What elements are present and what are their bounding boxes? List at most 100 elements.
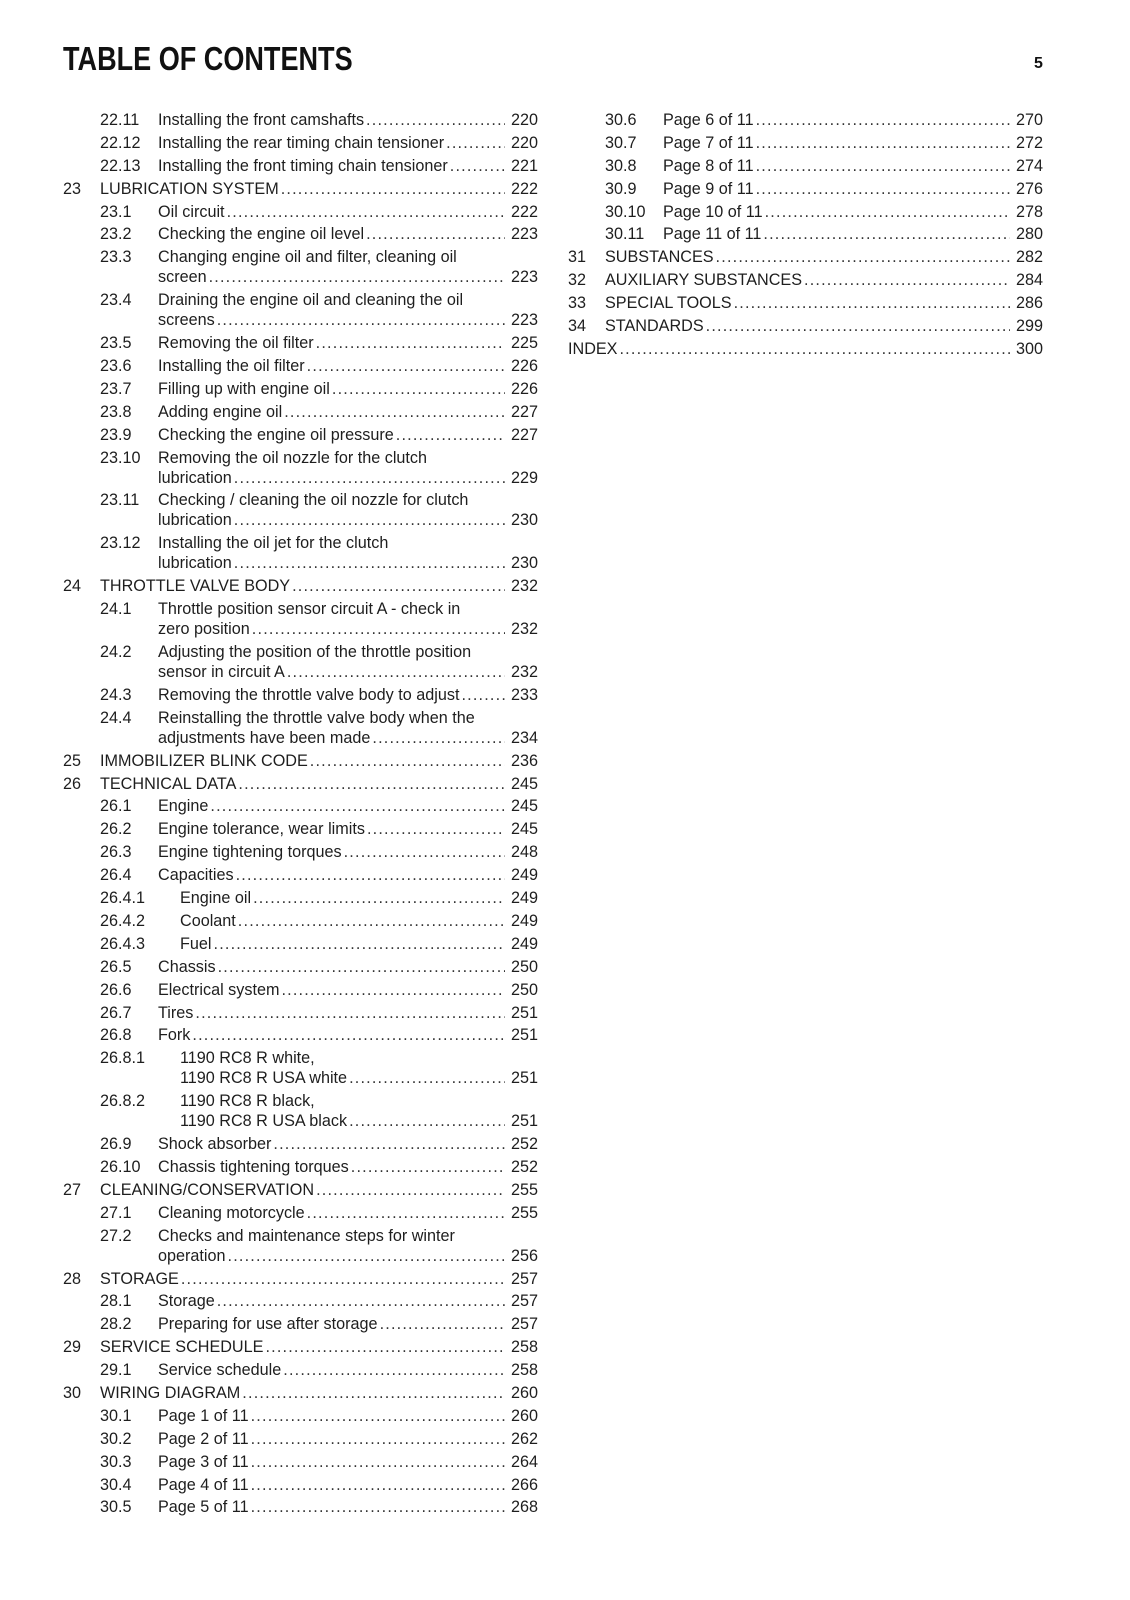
- toc-entry[interactable]: 23.4 Draining the engine oil and cleaning…: [63, 290, 538, 330]
- page-ref[interactable]: 251: [510, 1112, 538, 1131]
- page-ref[interactable]: 232: [510, 620, 538, 639]
- entry-title[interactable]: lubrication: [158, 468, 232, 487]
- entry-title[interactable]: Chassis: [158, 957, 216, 976]
- page-ref[interactable]: 272: [1015, 133, 1043, 152]
- page-ref[interactable]: 225: [510, 334, 538, 353]
- page-ref[interactable]: 276: [1015, 179, 1043, 198]
- page-ref[interactable]: 220: [510, 111, 538, 129]
- page-ref[interactable]: 232: [510, 663, 538, 682]
- page-ref[interactable]: 268: [510, 1498, 538, 1517]
- toc-entry[interactable]: 23.12 Installing the oil jet for the clut…: [63, 533, 538, 573]
- entry-title[interactable]: Engine tolerance, wear limits: [158, 820, 365, 839]
- entry-title[interactable]: Checking the engine oil level: [158, 225, 365, 244]
- entry-title[interactable]: Electrical system: [158, 980, 280, 999]
- toc-entry[interactable]: 29.1 Service schedule....................…: [63, 1360, 538, 1380]
- page-ref[interactable]: 249: [510, 911, 538, 930]
- toc-entry[interactable]: 28.2 Preparing for use after storage.....…: [63, 1314, 538, 1334]
- page-ref[interactable]: 258: [510, 1361, 538, 1380]
- entry-title[interactable]: STANDARDS: [605, 317, 704, 336]
- entry-title[interactable]: 1190 RC8 R USA white: [180, 1069, 348, 1088]
- entry-title[interactable]: Engine: [158, 797, 209, 816]
- page-ref[interactable]: 264: [510, 1452, 538, 1471]
- entry-title[interactable]: SERVICE SCHEDULE: [100, 1338, 264, 1357]
- toc-entry[interactable]: 30.9 Page 9 of 11........................…: [568, 179, 1043, 199]
- entry-title[interactable]: 1190 RC8 R white,: [180, 1049, 315, 1068]
- entry-title[interactable]: TECHNICAL DATA: [100, 774, 237, 793]
- toc-entry[interactable]: 26.10 Chassis tightening torques.........…: [63, 1157, 538, 1177]
- page-ref[interactable]: 252: [510, 1157, 538, 1176]
- toc-entry[interactable]: 22.13 Installing the front timing chain t…: [63, 156, 538, 176]
- toc-entry[interactable]: 22.12 Installing the rear timing chain te…: [63, 133, 538, 153]
- entry-title[interactable]: Throttle position sensor circuit A - che…: [158, 600, 461, 619]
- entry-title[interactable]: LUBRICATION SYSTEM: [100, 179, 279, 198]
- entry-title[interactable]: 1190 RC8 R black,: [180, 1092, 315, 1111]
- page-ref[interactable]: 255: [510, 1203, 538, 1222]
- page-ref[interactable]: 251: [510, 1026, 538, 1045]
- entry-title[interactable]: operation: [158, 1246, 226, 1265]
- entry-title[interactable]: Page 2 of 11: [158, 1429, 249, 1448]
- page-ref[interactable]: 260: [510, 1383, 538, 1402]
- entry-title[interactable]: Fork: [158, 1026, 191, 1045]
- toc-entry[interactable]: 24 THROTTLE VALVE BODY...................…: [63, 576, 538, 596]
- toc-entry[interactable]: 26.9 Shock absorber......................…: [63, 1134, 538, 1154]
- page-ref[interactable]: 234: [510, 728, 538, 747]
- entry-title[interactable]: Installing the front camshafts: [158, 111, 365, 129]
- page-ref[interactable]: 257: [510, 1315, 538, 1334]
- entry-title[interactable]: Adding engine oil: [158, 402, 283, 421]
- entry-title[interactable]: THROTTLE VALVE BODY: [100, 577, 291, 596]
- entry-title[interactable]: Oil circuit: [158, 202, 225, 221]
- toc-entry[interactable]: 23 LUBRICATION SYSTEM....................…: [63, 179, 538, 199]
- entry-title[interactable]: Fuel: [180, 934, 212, 953]
- entry-title[interactable]: AUXILIARY SUBSTANCES: [605, 271, 803, 290]
- page-ref[interactable]: 223: [510, 268, 538, 287]
- page-ref[interactable]: 250: [510, 980, 538, 999]
- entry-title[interactable]: Filling up with engine oil: [158, 379, 330, 398]
- page-ref[interactable]: 266: [510, 1475, 538, 1494]
- entry-title[interactable]: Draining the engine oil and cleaning the…: [158, 291, 464, 310]
- page-ref[interactable]: 226: [510, 379, 538, 398]
- entry-title[interactable]: Page 4 of 11: [158, 1475, 249, 1494]
- toc-entry[interactable]: 30.4 Page 4 of 11........................…: [63, 1475, 538, 1495]
- page-ref[interactable]: 249: [510, 889, 538, 908]
- page-ref[interactable]: 260: [510, 1406, 538, 1425]
- page-ref[interactable]: 245: [510, 797, 538, 816]
- toc-entry[interactable]: 29 SERVICE SCHEDULE......................…: [63, 1337, 538, 1357]
- page-ref[interactable]: 222: [510, 179, 538, 198]
- toc-entry[interactable]: INDEX...................................…: [568, 339, 1043, 359]
- entry-title[interactable]: Page 3 of 11: [158, 1452, 249, 1471]
- page-ref[interactable]: 230: [510, 554, 538, 573]
- page-ref[interactable]: 256: [510, 1246, 538, 1265]
- page-ref[interactable]: 229: [510, 468, 538, 487]
- page-ref[interactable]: 251: [510, 1069, 538, 1088]
- toc-entry[interactable]: 23.9 Checking the engine oil pressure....…: [63, 425, 538, 445]
- page-ref[interactable]: 258: [510, 1338, 538, 1357]
- page-ref[interactable]: 220: [510, 133, 538, 152]
- toc-entry[interactable]: 26.1 Engine..............................…: [63, 796, 538, 816]
- toc-entry[interactable]: 26.4.2 Coolant...........................…: [63, 911, 538, 931]
- toc-entry[interactable]: 26.8.1 1190 RC8 R white, 1190 RC8 R USA wh…: [63, 1048, 538, 1088]
- page-ref[interactable]: 227: [510, 402, 538, 421]
- page-ref[interactable]: 251: [510, 1003, 538, 1022]
- page-ref[interactable]: 236: [510, 751, 538, 770]
- entry-title[interactable]: Removing the oil nozzle for the clutch: [158, 448, 428, 467]
- entry-title[interactable]: Removing the oil filter: [158, 334, 314, 353]
- toc-entry[interactable]: 26.4.3 Fuel..............................…: [63, 934, 538, 954]
- page-ref[interactable]: 226: [510, 357, 538, 376]
- entry-title[interactable]: Installing the rear timing chain tension…: [158, 133, 445, 152]
- toc-entry[interactable]: 30.5 Page 5 of 11........................…: [63, 1497, 538, 1517]
- page-ref[interactable]: 233: [510, 685, 538, 704]
- entry-title[interactable]: Reinstalling the throttle valve body whe…: [158, 708, 475, 727]
- toc-entry[interactable]: 26.8.2 1190 RC8 R black, 1190 RC8 R USA bl…: [63, 1091, 538, 1131]
- page-ref[interactable]: 223: [510, 225, 538, 244]
- entry-title[interactable]: Installing the oil filter: [158, 357, 305, 376]
- toc-entry[interactable]: 23.2 Checking the engine oil level.......…: [63, 224, 538, 244]
- toc-entry[interactable]: 33 SPECIAL TOOLS.........................…: [568, 293, 1043, 313]
- toc-entry[interactable]: 31 SUBSTANCES............................…: [568, 247, 1043, 267]
- page-ref[interactable]: 284: [1015, 271, 1043, 290]
- entry-title[interactable]: Storage: [158, 1292, 215, 1311]
- toc-entry[interactable]: 24.2 Adjusting the position of the thrott…: [63, 642, 538, 682]
- toc-entry[interactable]: 23.8 Adding engine oil...................…: [63, 402, 538, 422]
- toc-entry[interactable]: 24.4 Reinstalling the throttle valve body…: [63, 708, 538, 748]
- page-ref[interactable]: 257: [510, 1292, 538, 1311]
- page-ref[interactable]: 222: [510, 202, 538, 221]
